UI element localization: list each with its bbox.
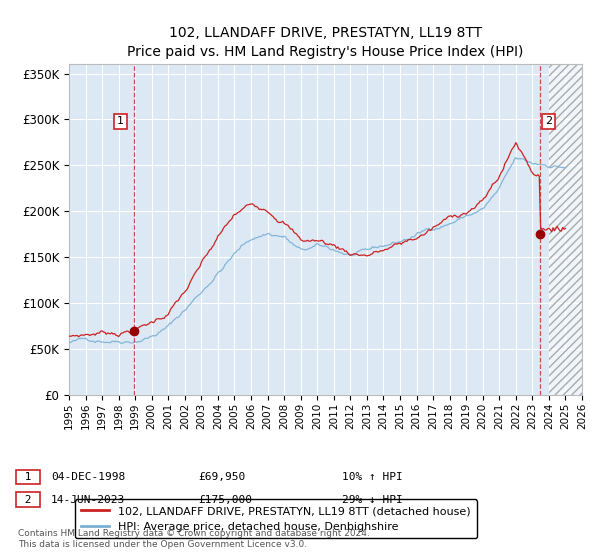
Text: 1: 1 [18, 472, 38, 482]
Bar [549, 64, 582, 395]
Text: 2: 2 [18, 494, 38, 505]
Legend: 102, LLANDAFF DRIVE, PRESTATYN, LL19 8TT (detached house), HPI: Average price, d: 102, LLANDAFF DRIVE, PRESTATYN, LL19 8TT… [74, 500, 477, 538]
Text: 29% ↓ HPI: 29% ↓ HPI [342, 494, 403, 505]
Text: 2: 2 [545, 116, 552, 127]
Text: 1: 1 [117, 116, 124, 127]
Text: Contains HM Land Registry data © Crown copyright and database right 2024.
This d: Contains HM Land Registry data © Crown c… [18, 529, 370, 549]
Text: 10% ↑ HPI: 10% ↑ HPI [342, 472, 403, 482]
Bar [549, 64, 582, 395]
Text: £175,000: £175,000 [198, 494, 252, 505]
Text: £69,950: £69,950 [198, 472, 245, 482]
Text: 14-JUN-2023: 14-JUN-2023 [51, 494, 125, 505]
Text: 04-DEC-1998: 04-DEC-1998 [51, 472, 125, 482]
Title: 102, LLANDAFF DRIVE, PRESTATYN, LL19 8TT
Price paid vs. HM Land Registry's House: 102, LLANDAFF DRIVE, PRESTATYN, LL19 8TT… [127, 26, 524, 59]
